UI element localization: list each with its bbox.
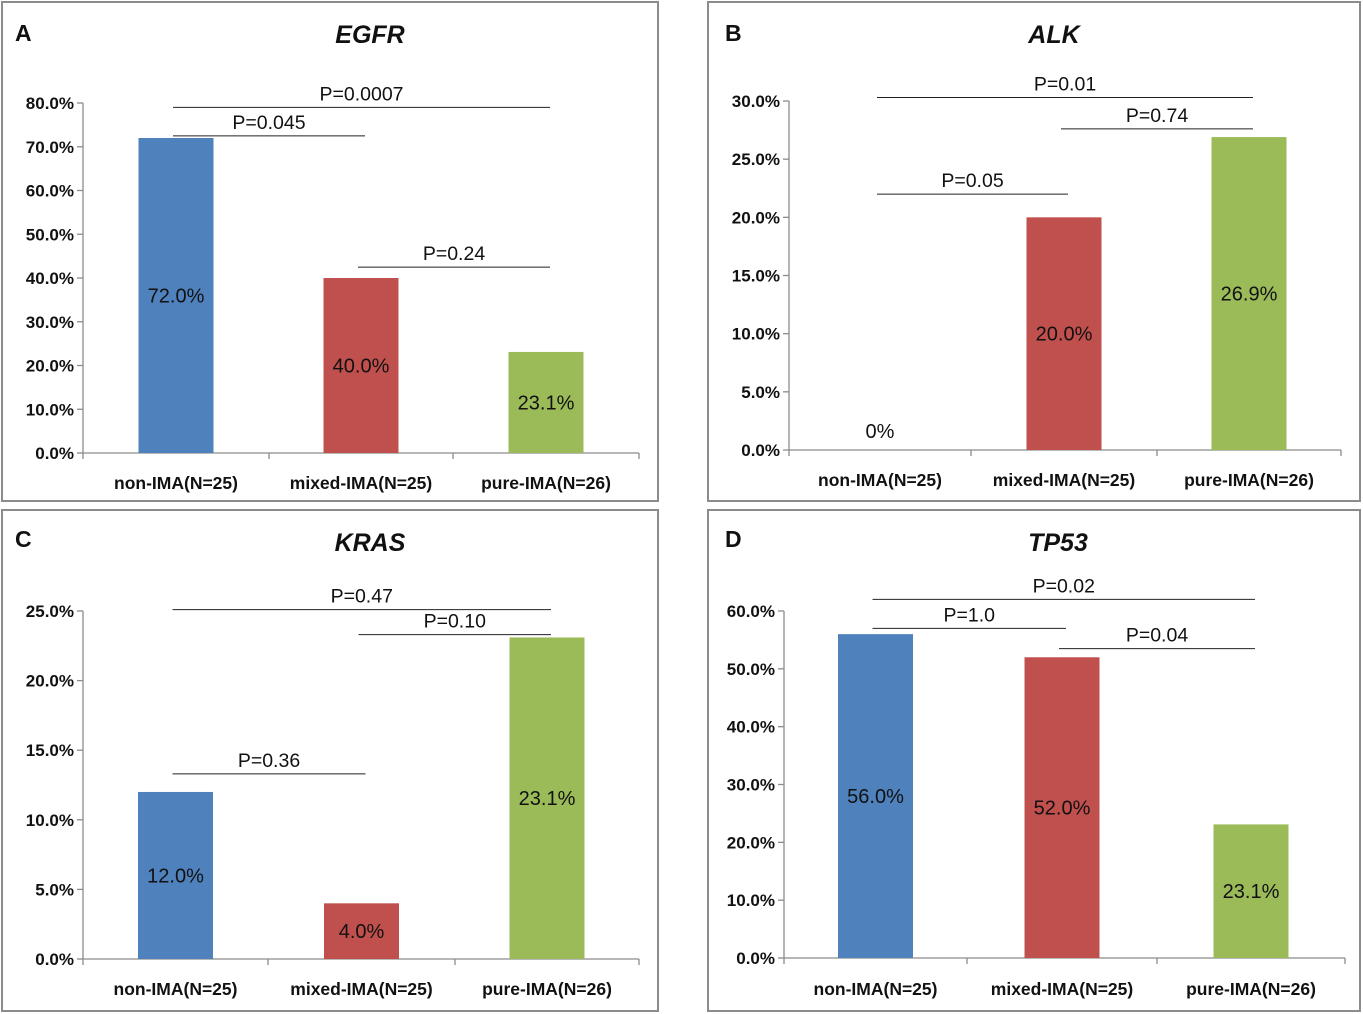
- y-tick-label: 5.0%: [741, 383, 780, 402]
- y-tick-label: 10.0%: [727, 891, 775, 910]
- p-value-label: P=0.05: [941, 170, 1004, 192]
- y-tick-label: 15.0%: [732, 267, 780, 286]
- chart-title: EGFR: [335, 21, 404, 49]
- bar-value-label: 40.0%: [333, 356, 390, 378]
- bar-value-label: 72.0%: [148, 286, 205, 308]
- y-tick-label: 5.0%: [35, 880, 74, 899]
- p-value-label: P=0.0007: [319, 83, 403, 105]
- y-tick-label: 30.0%: [727, 776, 775, 795]
- y-tick-label: 80.0%: [26, 94, 74, 113]
- p-value-label: P=0.47: [331, 586, 393, 608]
- y-tick-label: 30.0%: [732, 92, 780, 111]
- panel-letter: A: [15, 20, 32, 46]
- bar: [508, 351, 584, 453]
- x-tick-label: mixed-IMA(N=25): [991, 979, 1133, 999]
- y-tick-label: 0.0%: [35, 444, 74, 463]
- y-tick-label: 0.0%: [35, 950, 74, 969]
- x-tick-label: mixed-IMA(N=25): [290, 979, 432, 999]
- bar: [1211, 137, 1287, 450]
- y-tick-label: 10.0%: [26, 811, 74, 830]
- bar-value-label: 12.0%: [147, 865, 204, 887]
- x-tick-label: non-IMA(N=25): [114, 979, 238, 999]
- y-tick-label: 50.0%: [727, 660, 775, 679]
- y-tick-label: 50.0%: [26, 225, 74, 244]
- bar-value-label: 23.1%: [1223, 881, 1280, 903]
- y-tick-label: 0.0%: [741, 441, 780, 460]
- p-value-label: P=0.74: [1126, 105, 1189, 127]
- y-tick-label: 20.0%: [26, 357, 74, 376]
- p-value-label: P=0.045: [232, 112, 305, 134]
- bar-value-label: 56.0%: [847, 786, 904, 808]
- bar: [1024, 657, 1100, 958]
- p-value-label: P=0.24: [423, 243, 486, 265]
- p-value-label: P=0.10: [424, 611, 487, 633]
- y-tick-label: 0.0%: [736, 949, 775, 968]
- bar: [138, 791, 213, 959]
- p-value-label: P=0.04: [1126, 625, 1189, 647]
- y-tick-label: 25.0%: [26, 602, 74, 621]
- chart-title: KRAS: [335, 529, 406, 557]
- chart-svg: B ALK 0.0% 5.0% 10.0% 15.0% 20.0% 25.0% 30.0% non…: [725, 20, 1342, 490]
- y-tick-label: 30.0%: [26, 313, 74, 332]
- bar: [324, 903, 399, 959]
- y-tick-label: 60.0%: [727, 602, 775, 621]
- x-tick-label: non-IMA(N=25): [114, 473, 238, 493]
- y-tick-label: 20.0%: [26, 672, 74, 691]
- bar: [1213, 824, 1289, 958]
- bar-value-label: 20.0%: [1036, 324, 1093, 346]
- x-tick-label: pure-IMA(N=26): [1186, 979, 1316, 999]
- y-tick-label: 60.0%: [26, 182, 74, 201]
- y-tick-label: 40.0%: [727, 718, 775, 737]
- y-tick-label: 70.0%: [26, 138, 74, 157]
- panel-a: A EGFR 0.0% 10.0% 20.0% 30.0% 40.0% 50.0% 60.0% 7…: [1, 1, 659, 502]
- y-tick-label: 20.0%: [727, 833, 775, 852]
- x-tick-label: pure-IMA(N=26): [1184, 470, 1314, 490]
- x-tick-label: non-IMA(N=25): [814, 979, 938, 999]
- x-tick-label: pure-IMA(N=26): [482, 979, 612, 999]
- bar-value-label: 23.1%: [518, 392, 575, 414]
- x-tick-label: pure-IMA(N=26): [481, 473, 611, 493]
- y-tick-label: 25.0%: [732, 150, 780, 169]
- panel-c: C KRAS 0.0% 5.0% 10.0% 15.0% 20.0% 25.0% non-IMA…: [1, 509, 659, 1012]
- bar-value-label: 4.0%: [339, 921, 385, 943]
- p-value-label: P=1.0: [943, 604, 995, 626]
- bar: [509, 637, 585, 959]
- y-tick-label: 20.0%: [732, 208, 780, 227]
- p-value-label: P=0.02: [1033, 575, 1095, 597]
- panel-b: B ALK 0.0% 5.0% 10.0% 15.0% 20.0% 25.0% 30.0% non…: [707, 1, 1361, 502]
- y-tick-label: 40.0%: [26, 269, 74, 288]
- x-tick-label: mixed-IMA(N=25): [993, 470, 1135, 490]
- panel-d: D TP53 0.0% 10.0% 20.0% 30.0% 40.0% 50.0% 60.0% n…: [707, 509, 1361, 1012]
- panel-letter: B: [725, 20, 742, 46]
- bar: [838, 634, 913, 958]
- y-tick-label: 10.0%: [26, 400, 74, 419]
- bar-value-label: 26.9%: [1221, 284, 1278, 306]
- bar: [1026, 217, 1102, 450]
- bar-value-label: 23.1%: [519, 788, 576, 810]
- y-tick-label: 10.0%: [732, 325, 780, 344]
- panel-letter: D: [725, 526, 742, 552]
- panel-letter: C: [15, 526, 32, 552]
- bar-value-label: 0%: [866, 421, 895, 443]
- y-tick-label: 15.0%: [26, 741, 74, 760]
- bar: [138, 138, 214, 453]
- chart-svg: D TP53 0.0% 10.0% 20.0% 30.0% 40.0% 50.0% 60.0% n…: [725, 526, 1346, 999]
- bar: [323, 278, 399, 453]
- chart-title: ALK: [1027, 21, 1081, 49]
- x-tick-label: non-IMA(N=25): [818, 470, 942, 490]
- p-value-label: P=0.36: [238, 750, 300, 772]
- chart-title: TP53: [1028, 529, 1088, 557]
- chart-svg: C KRAS 0.0% 5.0% 10.0% 15.0% 20.0% 25.0% non-IMA…: [15, 526, 640, 999]
- x-tick-label: mixed-IMA(N=25): [290, 473, 432, 493]
- p-value-label: P=0.01: [1034, 74, 1096, 96]
- chart-svg: A EGFR 0.0% 10.0% 20.0% 30.0% 40.0% 50.0% 60.0% 7…: [15, 20, 640, 493]
- bar-value-label: 52.0%: [1034, 798, 1091, 820]
